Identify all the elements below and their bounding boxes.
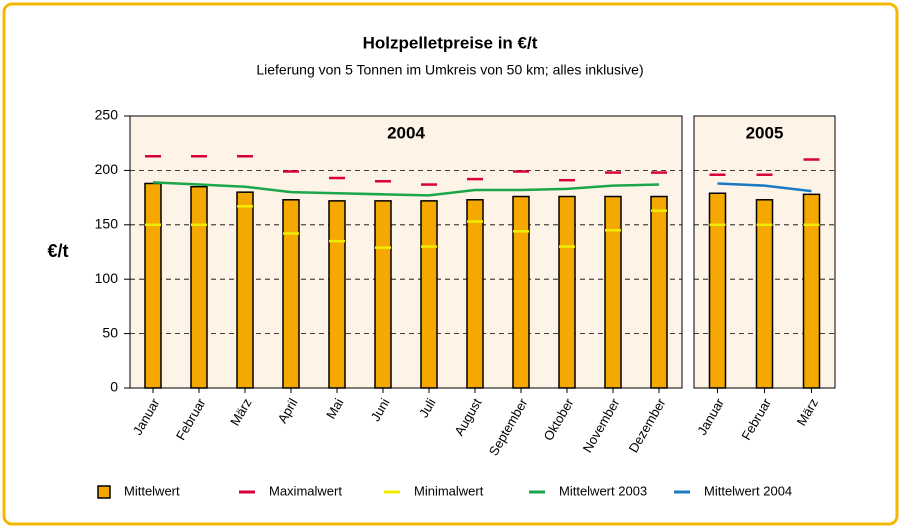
bar: [558, 195, 576, 389]
bar: [708, 192, 727, 389]
bar: [236, 191, 254, 389]
y-axis-label: €/t: [47, 241, 68, 261]
y-tick-label: 150: [95, 216, 119, 232]
y-tick-label: 50: [102, 324, 118, 340]
bar: [604, 195, 622, 389]
bar: [650, 195, 668, 389]
bar: [466, 199, 484, 389]
bar: [420, 200, 438, 389]
line: [152, 181, 660, 197]
y-tick-label: 0: [110, 379, 118, 395]
legend-label: Minimalwert: [414, 483, 484, 498]
bar: [282, 199, 300, 389]
panel-label: 2005: [746, 123, 784, 142]
bar: [190, 185, 208, 389]
panel-label: 2004: [387, 123, 425, 142]
chart-subtitle: Lieferung von 5 Tonnen im Umkreis von 50…: [256, 62, 643, 78]
bar: [144, 182, 162, 389]
line: [717, 182, 812, 193]
y-tick-label: 100: [95, 270, 119, 286]
bar: [512, 195, 530, 389]
legend-label: Mittelwert 2004: [704, 483, 792, 498]
legend-label: Mittelwert 2003: [559, 483, 647, 498]
y-tick-label: 250: [95, 107, 119, 123]
bar: [802, 193, 821, 389]
y-tick-label: 200: [95, 161, 119, 177]
panel-bg: [129, 115, 683, 389]
chart-title: Holzpelletpreise in €/t: [363, 33, 538, 52]
bar: [328, 200, 346, 389]
bar: [374, 200, 392, 389]
legend-label: Maximalwert: [269, 483, 342, 498]
legend-swatch: [97, 485, 111, 499]
bar: [755, 199, 774, 389]
legend-label: Mittelwert: [124, 483, 180, 498]
